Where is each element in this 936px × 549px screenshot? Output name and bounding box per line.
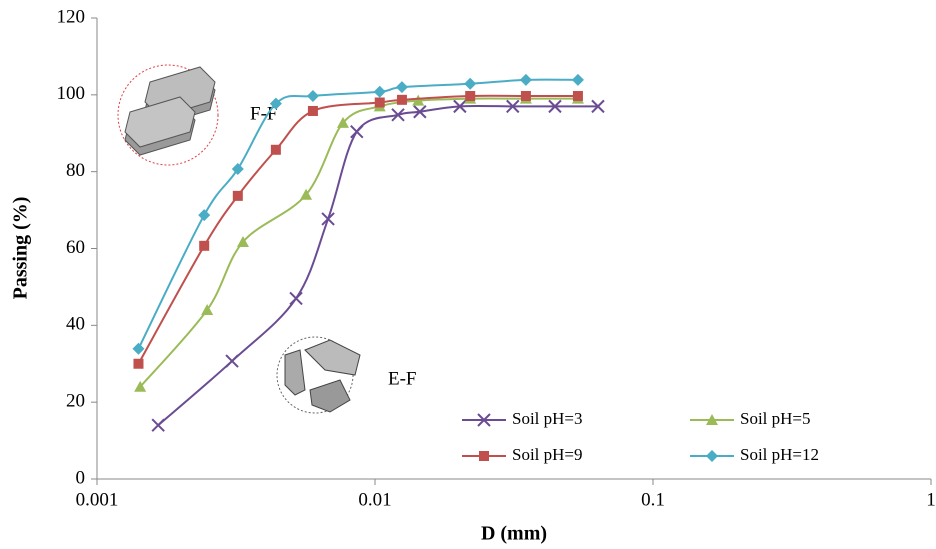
marker xyxy=(236,235,249,247)
marker xyxy=(464,77,477,90)
marker xyxy=(132,342,145,355)
y-tick-label: 60 xyxy=(66,237,85,258)
x-axis-title: D (mm) xyxy=(481,523,547,545)
ef-icon xyxy=(276,336,361,414)
marker xyxy=(391,108,405,122)
marker xyxy=(395,81,408,94)
marker xyxy=(373,85,386,98)
legend-label: Soil pH=12 xyxy=(740,445,819,464)
marker xyxy=(199,240,210,251)
marker xyxy=(270,144,281,155)
marker xyxy=(396,94,407,105)
x-tick-label: 0.01 xyxy=(358,489,391,510)
marker xyxy=(572,90,583,101)
legend-marker xyxy=(706,450,718,462)
y-tick-label: 100 xyxy=(57,83,86,104)
ff-icon xyxy=(117,64,219,166)
x-tick-label: 0.1 xyxy=(641,489,665,510)
marker xyxy=(321,212,335,226)
y-tick-label: 0 xyxy=(76,467,86,488)
legend-marker xyxy=(479,451,489,461)
series-line xyxy=(137,94,578,365)
marker xyxy=(465,90,476,101)
legend-label: Soil pH=9 xyxy=(512,445,583,464)
marker xyxy=(201,303,214,315)
marker xyxy=(571,73,584,86)
marker xyxy=(412,94,425,106)
marker xyxy=(134,380,147,392)
marker xyxy=(374,97,385,108)
legend-label: Soil pH=5 xyxy=(740,409,811,428)
y-tick-label: 20 xyxy=(66,391,85,412)
marker xyxy=(225,354,239,368)
legend xyxy=(440,398,900,472)
marker xyxy=(336,116,349,128)
x-tick-label: 0.001 xyxy=(76,489,119,510)
marker xyxy=(232,190,243,201)
y-axis-title: Passing (%) xyxy=(10,197,32,300)
marker xyxy=(307,105,318,116)
marker xyxy=(300,188,313,200)
y-tick-label: 40 xyxy=(66,314,85,335)
marker xyxy=(591,99,605,114)
x-tick-label: 1 xyxy=(926,489,936,510)
marker xyxy=(519,73,532,86)
marker xyxy=(506,99,520,114)
marker xyxy=(151,418,165,432)
y-tick-label: 120 xyxy=(57,6,86,27)
legend-label: Soil pH=3 xyxy=(512,409,583,428)
marker xyxy=(350,125,364,139)
marker xyxy=(289,291,303,306)
marker xyxy=(198,209,211,222)
y-tick-label: 80 xyxy=(66,160,85,181)
marker xyxy=(231,162,244,175)
marker xyxy=(520,90,531,101)
marker xyxy=(306,89,319,102)
marker xyxy=(269,97,282,110)
series-line xyxy=(157,104,598,426)
marker xyxy=(413,105,427,119)
marker xyxy=(548,99,562,114)
marker xyxy=(133,358,144,369)
annotation: E-F xyxy=(388,368,417,389)
marker xyxy=(453,99,467,114)
legend-marker xyxy=(477,413,491,427)
legend-marker xyxy=(706,414,718,425)
